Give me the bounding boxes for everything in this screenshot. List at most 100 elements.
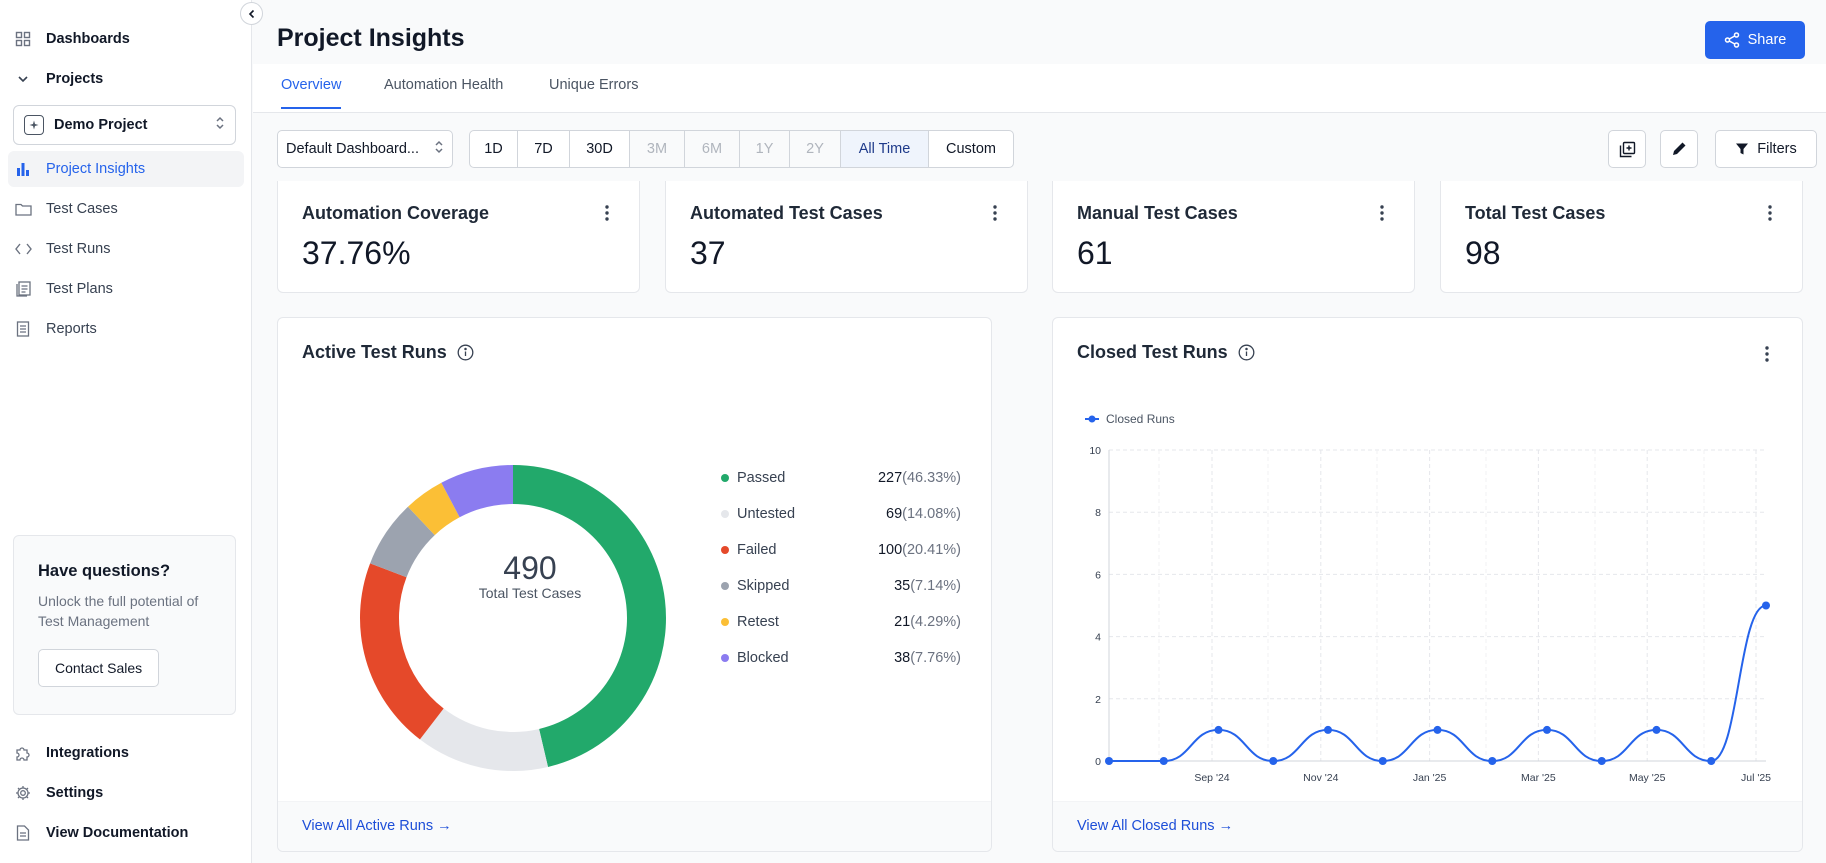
range-3m[interactable]: 3M: [630, 131, 685, 167]
sidebar-item-label: View Documentation: [46, 825, 189, 841]
donut-slice-blocked[interactable]: [441, 465, 513, 518]
data-point[interactable]: [1378, 757, 1387, 765]
puzzle-icon: [14, 744, 32, 762]
sidebar-item-documentation[interactable]: View Documentation: [8, 815, 244, 851]
legend-dot: [721, 654, 729, 662]
sidebar-item-test-runs[interactable]: Test Runs: [8, 231, 244, 267]
project-selector[interactable]: Demo Project: [13, 105, 236, 145]
range-1d[interactable]: 1D: [470, 131, 518, 167]
more-options-icon[interactable]: [983, 344, 991, 364]
dashboard-select-value: Default Dashboard...: [286, 141, 419, 157]
tab-overview[interactable]: Overview: [281, 77, 342, 109]
filter-icon: [1735, 142, 1749, 156]
contact-sales-button[interactable]: Contact Sales: [38, 649, 160, 687]
stat-value: 37.76%: [302, 235, 411, 271]
legend-marker: [1088, 415, 1096, 423]
sidebar-item-test-plans[interactable]: Test Plans: [8, 271, 244, 307]
range-7d[interactable]: 7D: [518, 131, 570, 167]
tab-automation-health[interactable]: Automation Health: [384, 77, 504, 93]
legend-dot: [721, 618, 729, 626]
data-point[interactable]: [1159, 757, 1168, 765]
x-tick-label: May '25: [1629, 772, 1666, 784]
sidebar-collapse-button[interactable]: [240, 2, 263, 25]
add-widget-button[interactable]: [1608, 130, 1646, 168]
range-custom[interactable]: Custom: [946, 141, 996, 157]
data-point[interactable]: [1597, 757, 1606, 765]
legend-percent: (46.33%): [902, 470, 961, 486]
donut-slice-failed[interactable]: [360, 563, 444, 740]
edit-button[interactable]: [1660, 130, 1698, 168]
legend-label: Failed: [737, 542, 777, 558]
data-point[interactable]: [1324, 725, 1332, 734]
help-card-title: Have questions?: [38, 562, 171, 580]
stat-label: Total Test Cases: [1465, 203, 1606, 223]
x-tick-label: Jul '25: [1741, 772, 1771, 784]
sidebar-item-dashboards[interactable]: Dashboards: [8, 21, 244, 57]
info-icon[interactable]: [1238, 344, 1255, 361]
legend-label: Blocked: [737, 650, 789, 666]
legend-item-skipped: Skipped 35(7.14%): [721, 576, 991, 596]
active-test-runs-card: Active Test Runs 490 Total Test Cases Pa…: [277, 317, 992, 852]
legend-value: 35(7.14%): [894, 578, 961, 594]
legend-item-passed: Passed 227(46.33%): [721, 468, 991, 488]
updown-chevron-icon: [434, 140, 444, 158]
data-point[interactable]: [1433, 725, 1442, 734]
view-all-active-runs-link[interactable]: View All Active Runs →: [302, 818, 452, 834]
chevron-left-icon: [248, 9, 254, 18]
sidebar-item-test-cases[interactable]: Test Cases: [8, 191, 244, 227]
sidebar-item-reports[interactable]: Reports: [8, 311, 244, 347]
more-options-icon[interactable]: [1757, 344, 1777, 364]
more-options-icon[interactable]: [1372, 203, 1392, 223]
page-title: Project Insights: [277, 24, 465, 52]
sidebar-item-projects[interactable]: Projects: [8, 61, 244, 97]
data-point[interactable]: [1488, 757, 1497, 765]
range-2y[interactable]: 2Y: [790, 131, 841, 167]
stat-card-total-test-cases: Total Test Cases 98: [1440, 181, 1803, 293]
chevron-down-icon: [14, 70, 32, 88]
stat-card-manual-test-cases: Manual Test Cases 61: [1052, 181, 1415, 293]
tab-bar: Overview Automation Health Unique Errors: [253, 64, 1826, 113]
card-footer: View All Closed Runs →: [1053, 801, 1802, 851]
donut-slice-passed[interactable]: [513, 465, 666, 767]
data-point[interactable]: [1214, 725, 1223, 734]
filters-button[interactable]: Filters: [1715, 130, 1817, 168]
data-point[interactable]: [1105, 757, 1113, 765]
share-icon: [1724, 32, 1740, 48]
legend-dot: [721, 582, 729, 590]
data-point[interactable]: [1652, 725, 1661, 734]
x-tick-label: Nov '24: [1303, 772, 1338, 784]
legend-dot: [721, 546, 729, 554]
range-6m[interactable]: 6M: [685, 131, 740, 167]
range-1y[interactable]: 1Y: [740, 131, 790, 167]
range-all-time[interactable]: All Time: [841, 131, 929, 167]
sidebar-item-project-insights[interactable]: Project Insights: [8, 151, 244, 187]
stat-value: 37: [690, 235, 726, 271]
tab-unique-errors[interactable]: Unique Errors: [549, 77, 639, 93]
series-line-closed-runs: [1109, 604, 1767, 763]
legend-count: 21: [894, 614, 911, 630]
info-icon[interactable]: [457, 344, 474, 361]
donut-slice-skipped[interactable]: [370, 506, 435, 578]
stat-label: Automation Coverage: [302, 203, 490, 223]
data-point[interactable]: [1269, 757, 1278, 765]
donut-center-value: 490: [503, 550, 557, 586]
dashboard-select[interactable]: Default Dashboard...: [277, 130, 453, 168]
donut-slice-untested[interactable]: [419, 708, 549, 771]
view-all-closed-runs-link[interactable]: View All Closed Runs →: [1077, 818, 1234, 834]
data-point[interactable]: [1762, 601, 1770, 610]
chart-title: Active Test Runs: [302, 342, 474, 363]
code-icon: [14, 240, 32, 258]
data-point[interactable]: [1543, 725, 1551, 734]
range-30d[interactable]: 30D: [570, 131, 630, 167]
sidebar-item-settings[interactable]: Settings: [8, 775, 244, 811]
legend-count: 227: [877, 470, 903, 486]
more-options-icon[interactable]: [1760, 203, 1780, 223]
more-options-icon[interactable]: [985, 203, 1005, 223]
folder-icon: [14, 200, 32, 218]
report-icon: [14, 320, 32, 338]
data-point[interactable]: [1707, 757, 1716, 765]
sidebar-item-integrations[interactable]: Integrations: [8, 735, 244, 771]
donut-slice-retest[interactable]: [407, 482, 460, 536]
share-button[interactable]: Share: [1705, 21, 1805, 59]
more-options-icon[interactable]: [597, 203, 617, 223]
